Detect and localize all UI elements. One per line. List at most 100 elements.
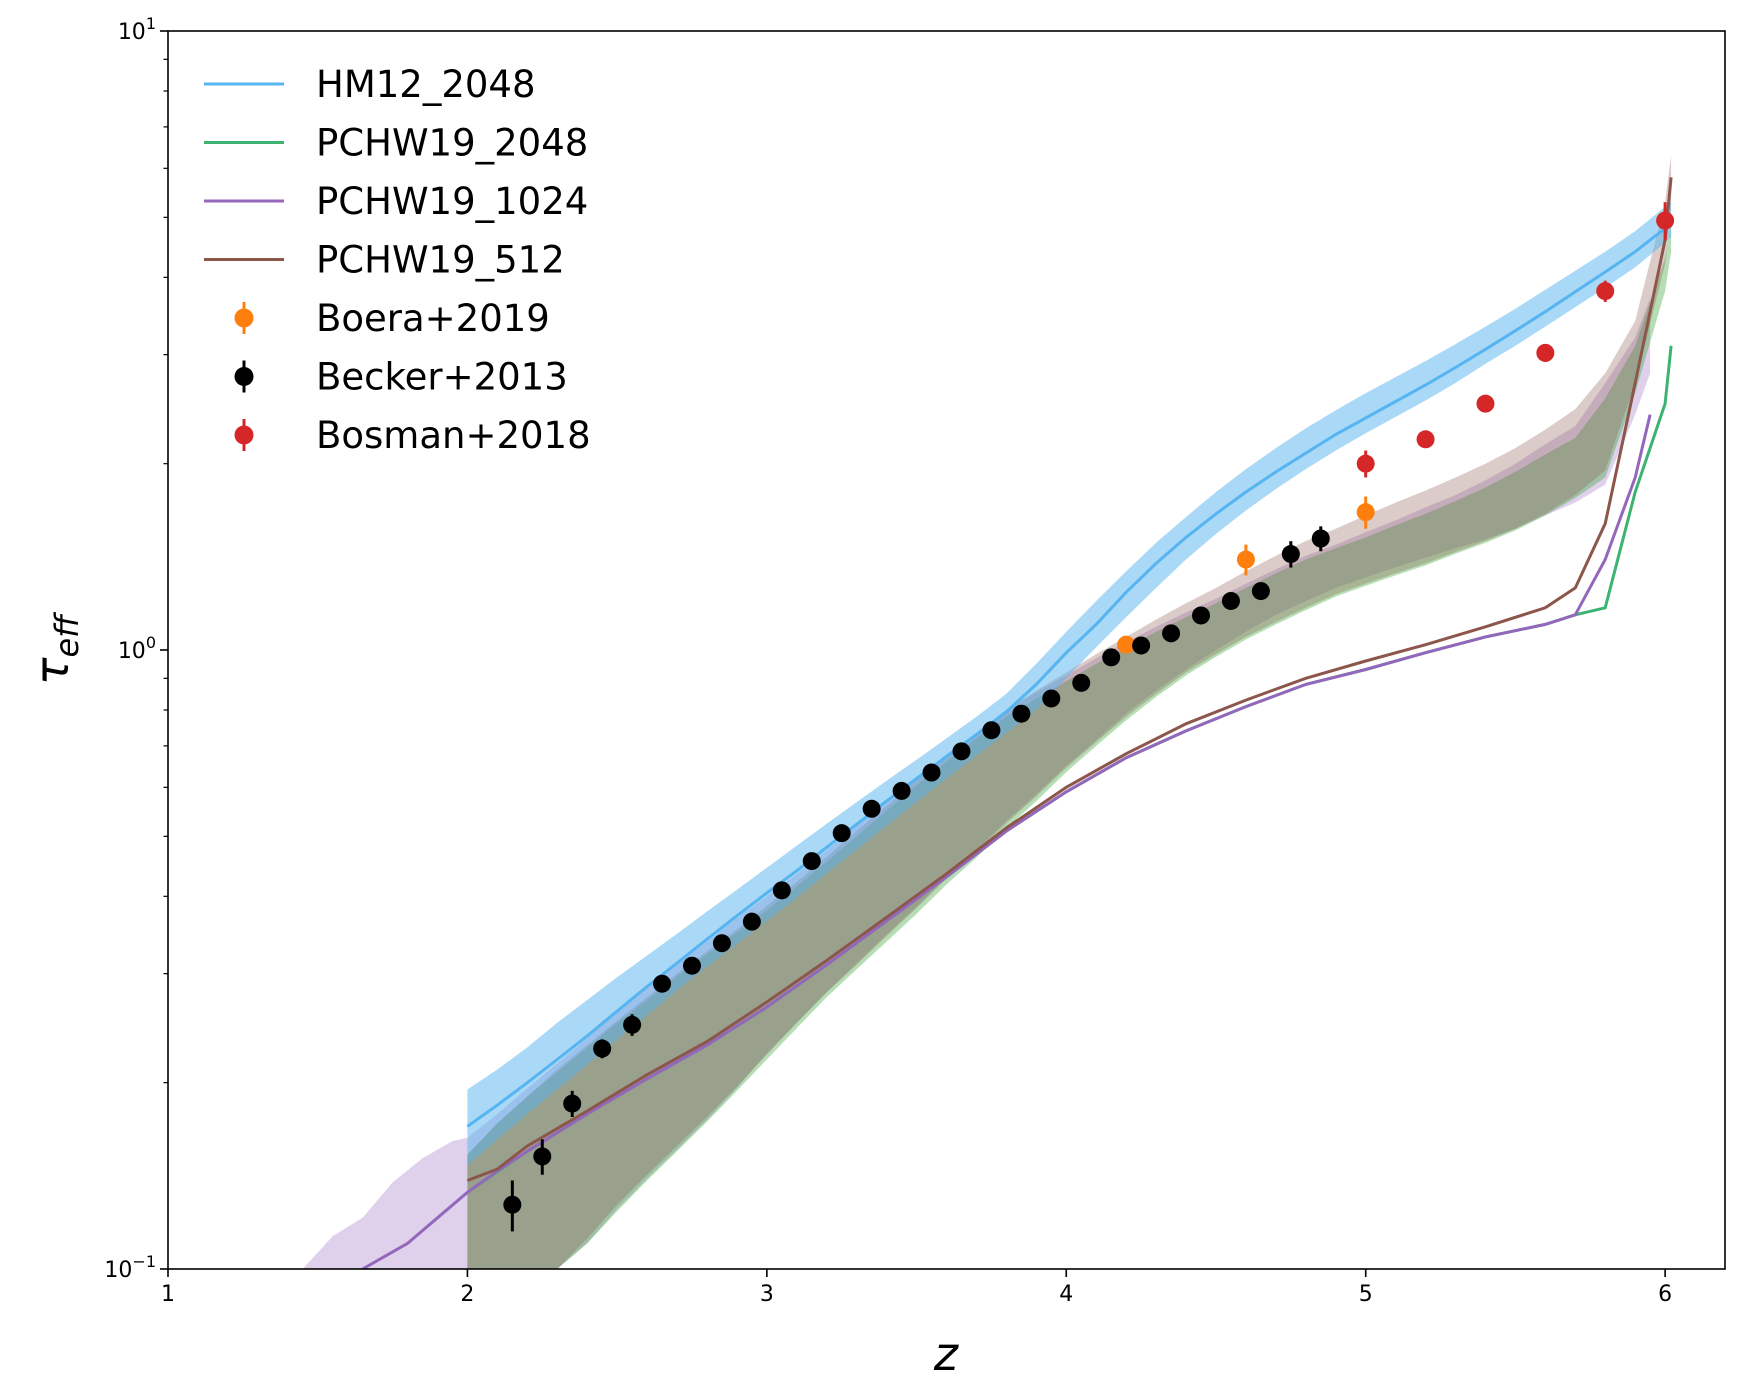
point-bosman-2018 <box>1476 394 1495 413</box>
point-becker-2013 <box>1042 689 1061 708</box>
marker-becker-2013 <box>742 912 761 931</box>
point-bosman-2018 <box>1416 430 1435 449</box>
marker-becker-2013 <box>653 974 672 993</box>
point-becker-2013 <box>772 881 791 900</box>
marker-boera-2019 <box>1356 503 1375 522</box>
marker-becker-2013 <box>952 742 971 761</box>
y-tick-label: 10−1 <box>104 1252 156 1283</box>
point-becker-2013 <box>593 1039 612 1059</box>
marker-becker-2013 <box>1042 689 1061 708</box>
marker-becker-2013 <box>1072 673 1091 692</box>
legend-swatch-marker <box>234 308 254 328</box>
point-becker-2013 <box>952 742 971 761</box>
band-pchw19-512 <box>467 155 1672 1269</box>
point-bosman-2018 <box>1536 343 1555 362</box>
model-lines <box>361 177 1673 1269</box>
point-bosman-2018 <box>1356 450 1375 478</box>
legend-label: PCHW19_2048 <box>316 122 588 165</box>
marker-becker-2013 <box>1221 591 1240 610</box>
legend-label: PCHW19_512 <box>316 239 565 282</box>
point-becker-2013 <box>1311 526 1330 552</box>
point-boera-2019 <box>1117 635 1136 654</box>
point-becker-2013 <box>1192 606 1211 625</box>
marker-becker-2013 <box>772 881 791 900</box>
observation-points <box>503 202 1675 1232</box>
marker-becker-2013 <box>922 763 941 782</box>
marker-becker-2013 <box>1192 606 1211 625</box>
marker-becker-2013 <box>712 934 731 953</box>
point-becker-2013 <box>563 1090 582 1118</box>
x-tick-label: 5 <box>1359 1282 1373 1307</box>
legend-swatch-marker <box>234 425 254 445</box>
legend-swatch-marker <box>234 367 254 386</box>
band-hm12-2048 <box>467 201 1672 1166</box>
marker-becker-2013 <box>1102 648 1121 667</box>
x-tick-label: 4 <box>1059 1282 1073 1307</box>
x-tick-label: 2 <box>460 1282 474 1307</box>
y-tick-label: 101 <box>118 14 156 45</box>
point-boera-2019 <box>1356 496 1375 529</box>
marker-becker-2013 <box>1281 545 1300 564</box>
marker-becker-2013 <box>862 799 881 818</box>
point-boera-2019 <box>1236 544 1255 576</box>
point-becker-2013 <box>653 974 672 993</box>
y-tick-label: 100 <box>118 633 156 664</box>
point-becker-2013 <box>623 1014 642 1036</box>
marker-becker-2013 <box>1132 636 1151 655</box>
marker-bosman-2018 <box>1656 211 1675 230</box>
marker-boera-2019 <box>1236 550 1255 569</box>
point-becker-2013 <box>1012 704 1031 723</box>
marker-bosman-2018 <box>1476 394 1495 413</box>
point-becker-2013 <box>533 1139 552 1175</box>
marker-becker-2013 <box>682 956 701 975</box>
legend-entry-boera-2019: Boera+2019 <box>234 297 550 340</box>
legend-entry-becker-2013: Becker+2013 <box>234 356 568 399</box>
y-axis-ticks: 10−1 100 101 <box>104 14 168 1283</box>
marker-bosman-2018 <box>1596 282 1615 301</box>
marker-bosman-2018 <box>1416 430 1435 449</box>
marker-becker-2013 <box>832 824 851 843</box>
marker-becker-2013 <box>593 1039 612 1058</box>
point-becker-2013 <box>1251 582 1270 601</box>
legend-entry-pchw19-512: PCHW19_512 <box>204 239 565 282</box>
marker-becker-2013 <box>802 852 821 871</box>
point-becker-2013 <box>892 781 911 800</box>
point-becker-2013 <box>682 956 701 975</box>
legend-label: HM12_2048 <box>316 63 536 106</box>
marker-boera-2019 <box>1117 635 1136 654</box>
x-tick-label: 1 <box>161 1282 175 1307</box>
marker-bosman-2018 <box>1356 454 1375 473</box>
marker-becker-2013 <box>1012 704 1031 723</box>
point-becker-2013 <box>922 763 941 782</box>
point-bosman-2018 <box>1596 280 1615 302</box>
x-tick-label: 3 <box>760 1282 774 1307</box>
legend-entry-pchw19-2048: PCHW19_2048 <box>204 122 588 165</box>
marker-becker-2013 <box>1251 582 1270 601</box>
legend-label: Becker+2013 <box>316 356 568 399</box>
point-becker-2013 <box>1281 541 1300 568</box>
marker-becker-2013 <box>623 1015 642 1034</box>
line-pchw19-512 <box>466 177 1673 1182</box>
marker-becker-2013 <box>503 1195 522 1214</box>
marker-becker-2013 <box>1311 529 1330 548</box>
line-pchw19-1024 <box>361 414 1652 1269</box>
point-becker-2013 <box>832 824 851 843</box>
point-bosman-2018 <box>1656 202 1675 241</box>
legend: HM12_2048 PCHW19_2048 PCHW19_1024 PCHW19_51… <box>204 63 591 457</box>
x-tick-label: 6 <box>1658 1282 1672 1307</box>
marker-bosman-2018 <box>1536 343 1555 362</box>
legend-label: Bosman+2018 <box>316 414 591 457</box>
point-becker-2013 <box>1102 648 1121 667</box>
x-axis-ticks: 1 2 3 4 5 6 <box>161 1269 1672 1307</box>
point-becker-2013 <box>862 799 881 818</box>
legend-entry-bosman-2018: Bosman+2018 <box>234 414 591 457</box>
legend-entry-hm12-2048: HM12_2048 <box>204 63 536 106</box>
marker-becker-2013 <box>563 1094 582 1113</box>
point-becker-2013 <box>982 721 1001 740</box>
legend-label: PCHW19_1024 <box>316 180 588 223</box>
point-becker-2013 <box>1221 591 1240 610</box>
marker-becker-2013 <box>892 781 911 800</box>
point-becker-2013 <box>1072 673 1091 692</box>
marker-becker-2013 <box>533 1147 552 1166</box>
